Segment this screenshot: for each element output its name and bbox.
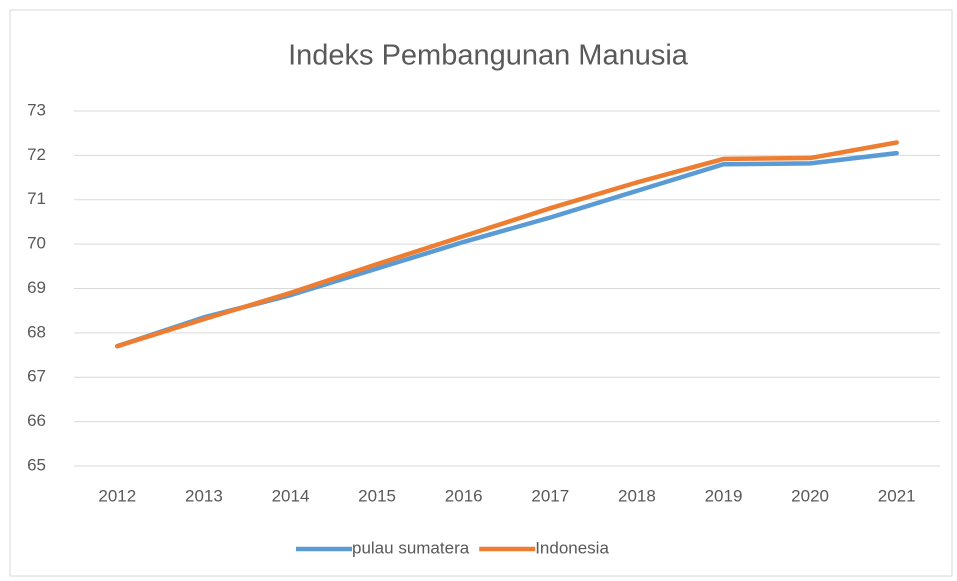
y-tick-label: 72 [27,145,46,164]
chart-title: Indeks Pembangunan Manusia [288,40,689,72]
y-tick-label: 73 [27,100,46,119]
x-tick-label: 2012 [98,486,136,505]
y-tick-label: 66 [27,411,46,430]
legend-label: Indonesia [535,538,609,557]
x-tick-label: 2018 [618,486,656,505]
x-tick-label: 2016 [445,486,483,505]
y-tick-label: 70 [27,234,46,253]
x-tick-label: 2020 [791,486,829,505]
y-tick-label: 67 [27,367,46,386]
x-tick-label: 2017 [531,486,569,505]
x-tick-label: 2015 [358,486,396,505]
y-tick-label: 71 [27,189,46,208]
y-tick-label: 69 [27,278,46,297]
x-tick-label: 2013 [185,486,223,505]
x-tick-label: 2021 [878,486,916,505]
chart: Indeks Pembangunan Manusia 65 66 67 68 69 70 7… [0,0,957,581]
legend-label: pulau sumatera [352,538,470,557]
x-tick-label: 2019 [705,486,743,505]
x-tick-label: 2014 [272,486,310,505]
y-tick-label: 65 [27,455,46,474]
y-tick-label: 68 [27,322,46,341]
